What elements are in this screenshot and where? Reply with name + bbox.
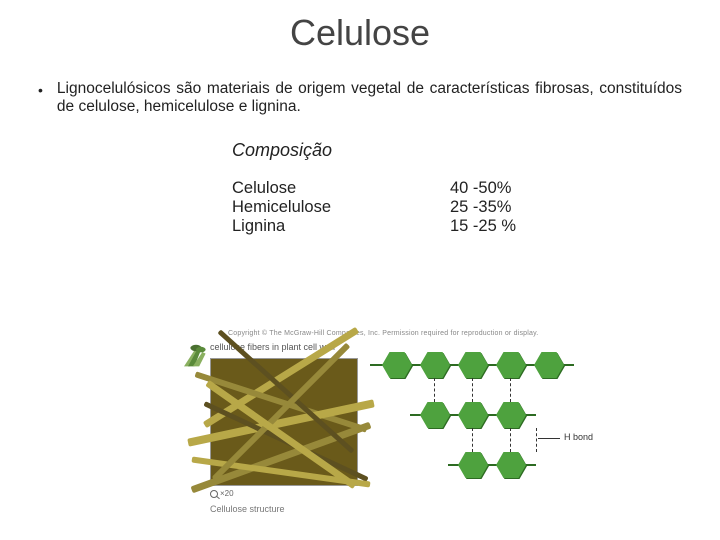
comp-value: 25 -35%	[450, 198, 511, 217]
figure-caption: Cellulose structure	[210, 504, 285, 514]
table-row-celulose: Celulose 40 -50%	[232, 179, 720, 198]
h-bond-label: H bond	[564, 432, 593, 442]
cellulose-figure: Copyright © The McGraw-Hill Companies, I…	[170, 330, 628, 515]
page-title: Celulose	[0, 0, 720, 54]
composition-table: Celulose 40 -50% Hemicelulose 25 -35% Li…	[232, 179, 720, 236]
magnification-label: ×20	[210, 489, 234, 498]
composition-heading: Composição	[232, 140, 720, 161]
bullet-marker: •	[38, 80, 43, 116]
celery-stalk-icon	[180, 344, 212, 368]
slide: Celulose • Lignocelulósicos são materiai…	[0, 0, 720, 540]
figure-copyright: Copyright © The McGraw-Hill Companies, I…	[228, 330, 538, 337]
table-row-lignina: Lignina 15 -25 %	[232, 217, 720, 236]
bullet-item: • Lignocelulósicos são materiais de orig…	[38, 80, 682, 116]
body-text: • Lignocelulósicos são materiais de orig…	[0, 54, 720, 116]
hexagon-diagram: H bond	[376, 342, 626, 502]
fiber-micrograph	[210, 358, 358, 486]
table-row-hemicelulose: Hemicelulose 25 -35%	[232, 198, 720, 217]
magnification-value: ×20	[220, 489, 234, 498]
bullet-text: Lignocelulósicos são materiais de origem…	[57, 80, 682, 116]
magnifier-icon	[210, 490, 218, 498]
comp-name: Hemicelulose	[232, 198, 450, 217]
comp-name: Lignina	[232, 217, 450, 236]
comp-name: Celulose	[232, 179, 450, 198]
comp-value: 40 -50%	[450, 179, 511, 198]
comp-value: 15 -25 %	[450, 217, 516, 236]
